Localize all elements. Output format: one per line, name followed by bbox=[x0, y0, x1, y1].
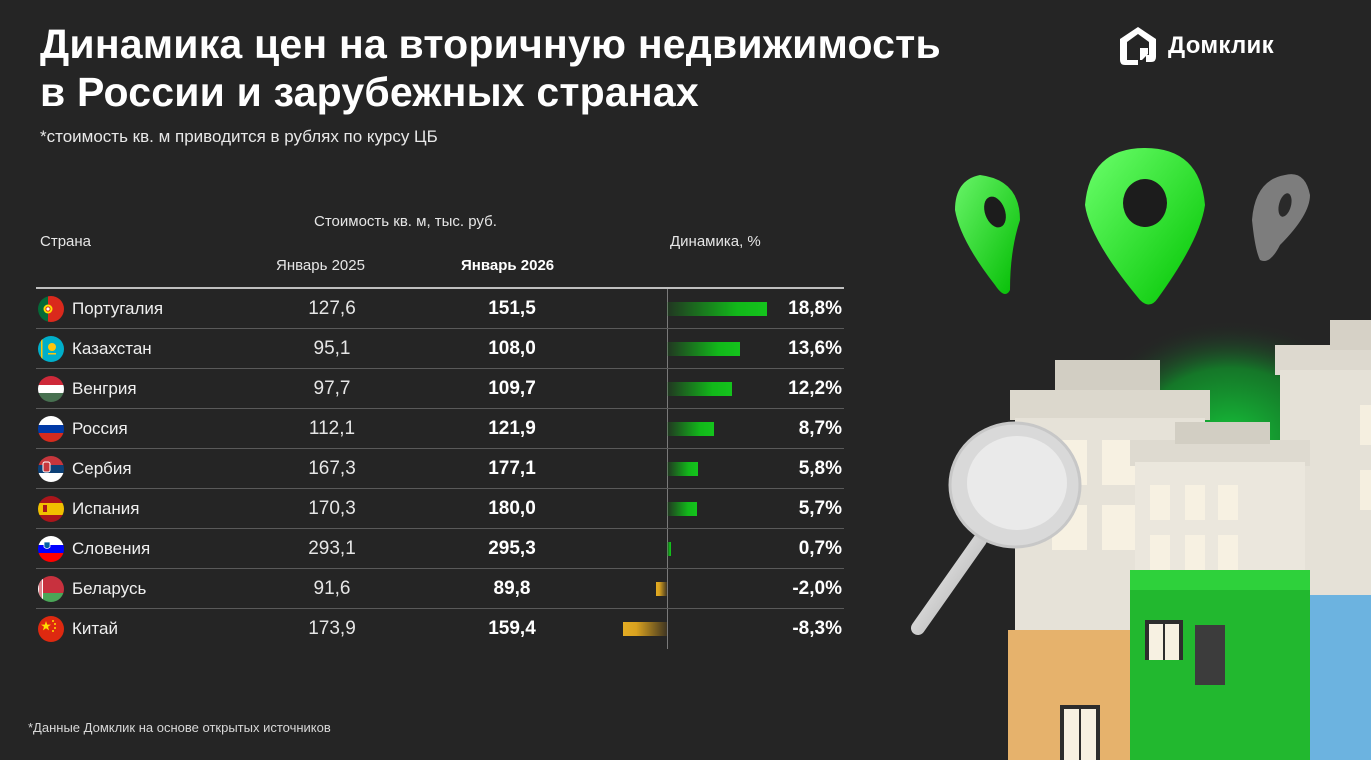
house-logo-icon bbox=[1120, 27, 1156, 65]
flag-portugal-icon bbox=[38, 296, 64, 322]
dynamics-bar bbox=[667, 462, 698, 476]
dynamics-percent: 18,8% bbox=[788, 297, 842, 319]
table-row: Словения 293,1 295,3 0,7% bbox=[36, 529, 844, 569]
table-row: Сербия 167,3 177,1 5,8% bbox=[36, 449, 844, 489]
value-2025: 91,6 bbox=[313, 577, 351, 599]
value-2025: 167,3 bbox=[308, 457, 356, 479]
table-row: Испания 170,3 180,0 5,7% bbox=[36, 489, 844, 529]
table-row: Россия 112,1 121,9 8,7% bbox=[36, 409, 844, 449]
value-2026: 177,1 bbox=[488, 457, 536, 479]
dynamics-bar bbox=[667, 302, 767, 316]
location-pin-icon bbox=[1252, 174, 1310, 261]
title-line-2: в России и зарубежных странах bbox=[40, 69, 699, 115]
value-2026: 108,0 bbox=[488, 337, 536, 359]
page-title: Динамика цен на вторичную недвижимость в… bbox=[40, 20, 941, 116]
dynamics-percent: 5,8% bbox=[798, 457, 842, 479]
table-body: Португалия 127,6 151,5 18,8% Казахстан 9… bbox=[36, 289, 844, 649]
value-2025: 97,7 bbox=[313, 377, 351, 399]
subtitle: *стоимость кв. м приводится в рублях по … bbox=[40, 127, 438, 146]
flag-slovenia-icon bbox=[38, 536, 64, 562]
domclick-logo: Домклик bbox=[1116, 24, 1274, 68]
flag-serbia-icon bbox=[38, 456, 64, 482]
value-2026: 295,3 bbox=[488, 537, 536, 559]
table-header: Страна Стоимость кв. м, тыс. руб. Январь… bbox=[36, 205, 844, 287]
dynamics-bar bbox=[667, 542, 671, 556]
flag-kazakhstan-icon bbox=[38, 336, 64, 362]
table-row: Венгрия 97,7 109,7 12,2% bbox=[36, 369, 844, 409]
header-country: Страна bbox=[40, 233, 92, 250]
value-2026: 89,8 bbox=[493, 577, 531, 599]
footnote: *Данные Домклик на основе открытых источ… bbox=[28, 720, 331, 735]
value-2025: 173,9 bbox=[308, 618, 356, 639]
country-name: Словения bbox=[72, 538, 151, 558]
value-2025: 127,6 bbox=[308, 297, 356, 319]
flag-spain-icon bbox=[38, 496, 64, 522]
header-divider bbox=[36, 287, 844, 289]
price-table: Страна Стоимость кв. м, тыс. руб. Январь… bbox=[36, 205, 844, 649]
dynamics-percent: 5,7% bbox=[798, 497, 842, 519]
logo-text: Домклик bbox=[1168, 32, 1274, 59]
value-2026: 109,7 bbox=[488, 377, 536, 399]
country-name: Португалия bbox=[72, 298, 164, 318]
table-row: Беларусь 91,6 89,8 -2,0% bbox=[36, 569, 844, 609]
flag-china-icon bbox=[38, 616, 64, 642]
dynamics-percent: 8,7% bbox=[798, 417, 842, 439]
header-jan-2026: Январь 2026 bbox=[461, 257, 555, 274]
dynamics-bar bbox=[667, 502, 697, 516]
table-row: Казахстан 95,1 108,0 13,6% bbox=[36, 329, 844, 369]
country-name: Сербия bbox=[72, 458, 132, 478]
dynamics-percent: -8,3% bbox=[792, 618, 842, 639]
dynamics-percent: 13,6% bbox=[788, 337, 842, 359]
header-dynamics: Динамика, % bbox=[670, 233, 761, 250]
dynamics-bar bbox=[667, 422, 714, 436]
value-2025: 293,1 bbox=[308, 537, 356, 559]
value-2026: 180,0 bbox=[488, 497, 536, 519]
buildings-illustration bbox=[900, 140, 1371, 760]
location-pin-icon bbox=[1085, 148, 1205, 305]
dynamics-percent: 12,2% bbox=[788, 377, 842, 399]
dynamics-bar bbox=[667, 382, 732, 396]
country-name: Китай bbox=[72, 619, 118, 638]
table-row: Португалия 127,6 151,5 18,8% bbox=[36, 289, 844, 329]
value-2026: 121,9 bbox=[488, 417, 536, 439]
flag-russia-icon bbox=[38, 416, 64, 442]
magnifying-glass-icon bbox=[911, 421, 1082, 635]
dynamics-percent: 0,7% bbox=[798, 537, 842, 559]
value-2025: 95,1 bbox=[313, 337, 351, 359]
country-name: Испания bbox=[72, 498, 140, 518]
table-row: Китай 173,9 159,4 -8,3% bbox=[36, 609, 844, 649]
dynamics-bar bbox=[667, 342, 740, 356]
title-line-1: Динамика цен на вторичную недвижимость bbox=[40, 21, 941, 67]
value-2025: 170,3 bbox=[308, 497, 356, 519]
dynamics-percent: -2,0% bbox=[792, 577, 842, 599]
header-cost-group: Стоимость кв. м, тыс. руб. bbox=[314, 213, 497, 230]
location-pin-icon bbox=[955, 175, 1020, 294]
country-name: Беларусь bbox=[72, 578, 147, 598]
flag-belarus-icon bbox=[38, 576, 64, 602]
dynamics-bar bbox=[623, 622, 667, 636]
country-name: Венгрия bbox=[72, 378, 137, 398]
country-name: Казахстан bbox=[72, 338, 152, 358]
country-name: Россия bbox=[72, 418, 128, 438]
value-2026: 151,5 bbox=[488, 297, 536, 319]
value-2026: 159,4 bbox=[488, 618, 536, 639]
header-jan-2025: Январь 2025 bbox=[276, 257, 365, 274]
flag-hungary-icon bbox=[38, 376, 64, 402]
value-2025: 112,1 bbox=[308, 417, 356, 439]
dynamics-bar bbox=[656, 582, 667, 596]
